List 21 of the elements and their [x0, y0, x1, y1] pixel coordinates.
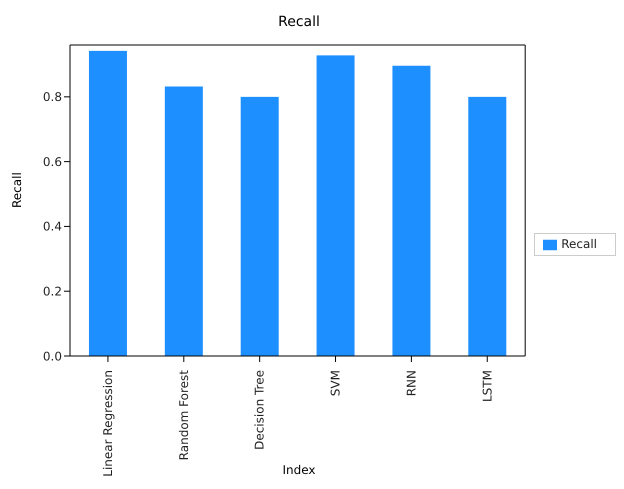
y-tick-label: 0.0 — [42, 349, 62, 364]
y-tick-label: 0.6 — [42, 154, 62, 169]
bar — [164, 86, 203, 356]
bar — [240, 96, 279, 356]
y-tick-label: 0.2 — [42, 284, 62, 298]
x-tick-label: Linear Regression — [100, 370, 115, 477]
bar — [316, 55, 355, 356]
x-tick-label: SVM — [328, 370, 343, 396]
legend-label: Recall — [561, 237, 597, 252]
y-tick-label: 0.8 — [42, 90, 62, 104]
x-tick-label: LSTM — [480, 370, 494, 402]
bar — [468, 96, 506, 356]
y-tick-label: 0.4 — [42, 220, 62, 234]
y-axis-title: Recall — [10, 172, 24, 208]
x-tick-label: RNN — [404, 370, 418, 396]
bar — [392, 66, 430, 356]
bar — [88, 50, 127, 356]
x-tick-label: Random Forest — [176, 370, 191, 460]
x-axis-title: Index — [282, 463, 316, 477]
x-tick-label: Decision Tree — [252, 370, 267, 450]
chart-title: Recall — [277, 14, 321, 30]
